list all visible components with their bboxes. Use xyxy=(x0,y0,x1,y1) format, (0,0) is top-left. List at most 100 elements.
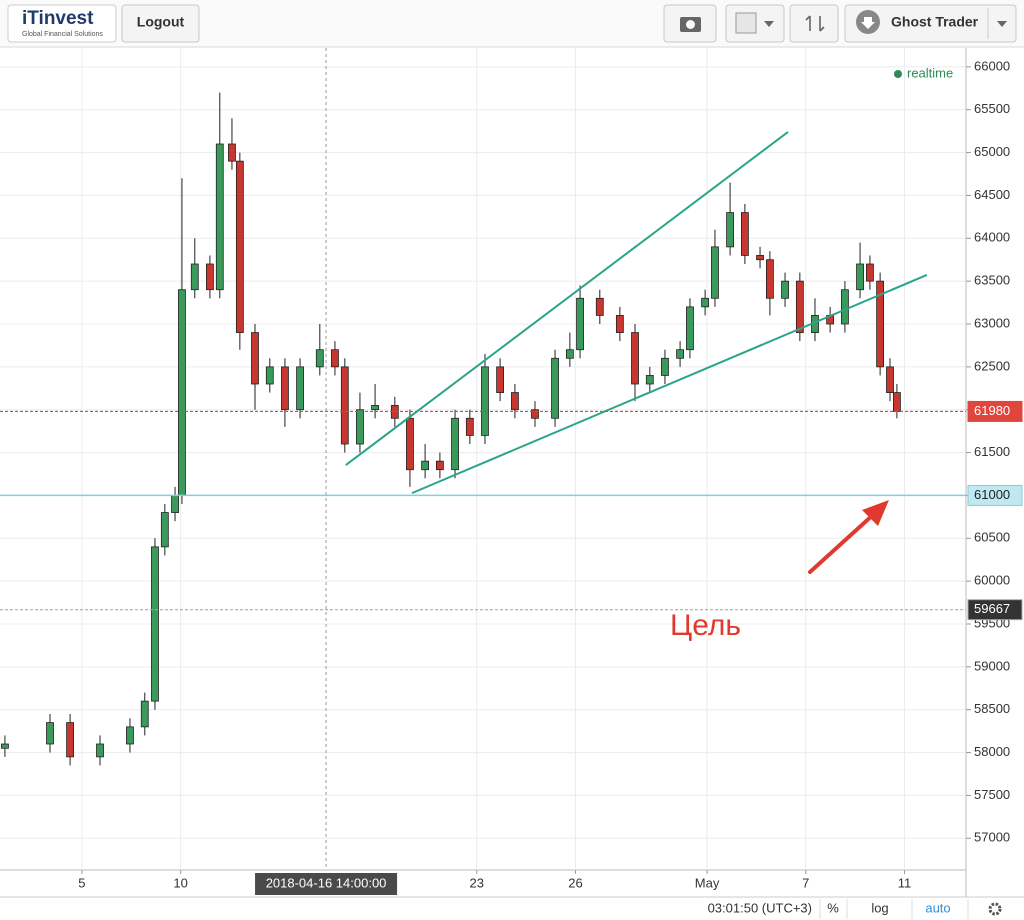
candle-body xyxy=(190,263,199,291)
candle-body xyxy=(701,297,709,308)
candle-body xyxy=(228,143,236,162)
logout-label: Logout xyxy=(137,14,185,30)
candle-body xyxy=(726,212,734,248)
candle-body xyxy=(615,315,624,333)
candle-body xyxy=(496,366,505,393)
annotation-arrow xyxy=(808,512,876,574)
candle-body xyxy=(711,246,719,299)
candle-body xyxy=(465,417,474,436)
candle-body xyxy=(645,375,654,385)
y-tick-label: 57000 xyxy=(974,830,1010,845)
log-toggle[interactable]: log xyxy=(871,900,888,915)
grid xyxy=(0,48,966,870)
candle-body xyxy=(481,366,489,436)
candle-body xyxy=(140,700,149,728)
camera-lens xyxy=(686,20,695,29)
candle-body xyxy=(856,263,864,291)
y-tick-label: 57500 xyxy=(974,787,1010,802)
candle-body xyxy=(631,332,639,385)
candle-body xyxy=(781,280,789,299)
candle-body xyxy=(451,417,459,471)
x-tick-label: 10 xyxy=(173,875,187,890)
candle-body xyxy=(756,255,764,261)
realtime-label: realtime xyxy=(907,65,953,80)
candle-body xyxy=(406,417,414,471)
candle-body xyxy=(435,460,444,471)
crosshair-label: 2018-04-16 14:00:00 xyxy=(266,875,387,890)
price-label: 61980 xyxy=(974,403,1010,418)
candle-body xyxy=(565,349,574,359)
candle-body xyxy=(866,263,874,282)
logout-button[interactable] xyxy=(121,4,200,43)
y-tick-label: 65000 xyxy=(974,144,1010,159)
candle-body xyxy=(265,366,274,385)
y-tick-label: 62500 xyxy=(974,358,1010,373)
trend-line xyxy=(345,131,789,466)
candle-body xyxy=(886,366,894,393)
candle-body xyxy=(178,289,186,496)
candle-body xyxy=(1,743,9,749)
y-tick-label: 58500 xyxy=(974,701,1010,716)
y-tick-label: 63000 xyxy=(974,315,1010,330)
candle-body xyxy=(251,332,259,385)
candle-body xyxy=(686,306,694,351)
x-tick-label: 11 xyxy=(898,875,912,890)
candle-body xyxy=(576,297,584,351)
download-icon xyxy=(861,17,875,29)
y-tick-label: 60500 xyxy=(974,530,1010,545)
dropdown-caret xyxy=(764,21,774,27)
logo: iTinvest xyxy=(22,8,94,29)
sort-icon xyxy=(805,15,825,32)
candle-body xyxy=(171,495,179,513)
y-tick-label: 61500 xyxy=(974,444,1010,459)
price-label: 59667 xyxy=(974,601,1010,616)
axes: 5700057500580005850059000595006000060500… xyxy=(78,58,1023,895)
candle-body xyxy=(331,349,339,368)
candle-body xyxy=(66,722,74,758)
x-tick-label: 5 xyxy=(78,875,85,890)
candle-body xyxy=(841,289,849,325)
candle-body xyxy=(531,409,539,419)
y-tick-label: 58000 xyxy=(974,744,1010,759)
candle-body xyxy=(661,357,669,376)
x-tick-label: 7 xyxy=(802,875,809,890)
candle-body xyxy=(511,392,519,411)
trend-line xyxy=(411,274,928,495)
candle-body xyxy=(795,280,804,333)
x-tick-label: 26 xyxy=(568,875,582,890)
auto-toggle[interactable]: auto xyxy=(925,900,950,915)
y-tick-label: 65500 xyxy=(974,101,1010,116)
candle-body xyxy=(96,743,104,758)
price-label-box xyxy=(967,484,1023,506)
candle-body xyxy=(421,460,429,471)
candle-body xyxy=(740,212,749,256)
percent-toggle[interactable]: % xyxy=(827,900,839,915)
x-tick-label: 23 xyxy=(470,875,484,890)
account-button[interactable] xyxy=(844,4,1017,43)
candle-body xyxy=(595,297,604,316)
candle-body xyxy=(766,259,774,299)
y-tick-label: 64500 xyxy=(974,187,1010,202)
candle-body xyxy=(126,726,134,745)
settings-icon[interactable] xyxy=(988,902,1002,916)
realtime-dot xyxy=(894,70,902,78)
candle-body xyxy=(281,366,289,411)
account-label: Ghost Trader xyxy=(891,14,979,30)
candle-body xyxy=(676,349,684,359)
logo-box[interactable] xyxy=(7,4,117,43)
price-label-box xyxy=(967,599,1023,621)
compare-button[interactable] xyxy=(789,4,839,43)
candle-body xyxy=(160,512,169,548)
y-tick-label: 64000 xyxy=(974,230,1010,245)
crosshair-label-box xyxy=(255,873,398,895)
candle-body xyxy=(893,392,901,412)
candle-body xyxy=(206,263,214,291)
price-label: 61000 xyxy=(974,487,1010,502)
x-tick-label: May xyxy=(695,875,720,890)
y-tick-label: 63500 xyxy=(974,273,1010,288)
candle-body xyxy=(151,546,159,702)
candle-body xyxy=(235,160,244,333)
clock: 03:01:50 (UTC+3) xyxy=(708,900,812,915)
